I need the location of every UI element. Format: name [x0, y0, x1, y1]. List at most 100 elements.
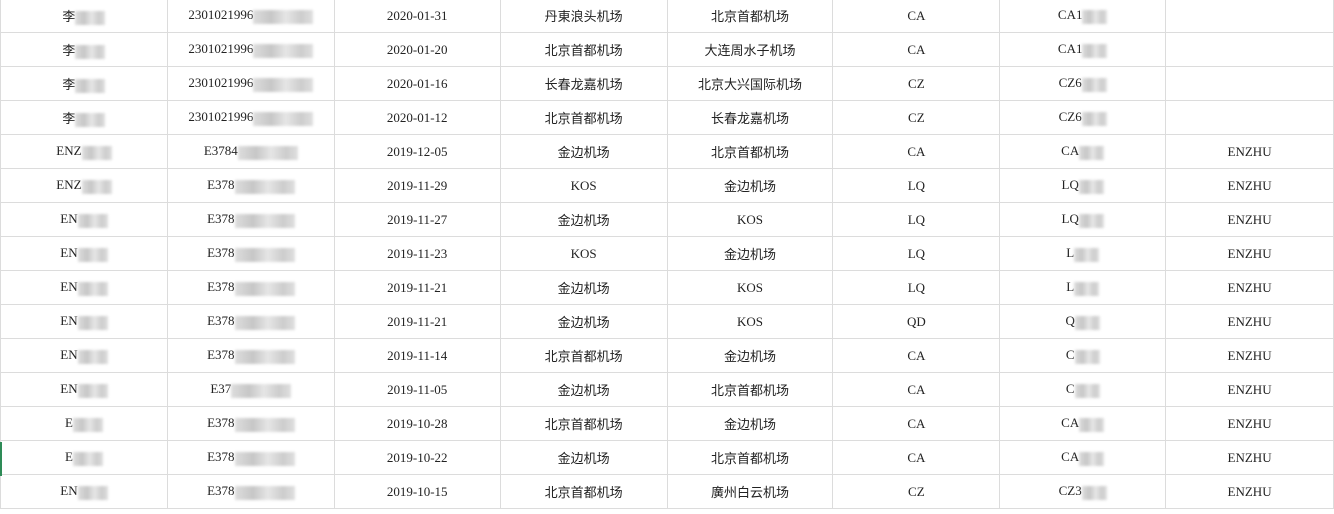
cell-from[interactable]: 金边机场: [499, 372, 668, 407]
cell-airline[interactable]: CA: [832, 134, 1001, 169]
cell-date[interactable]: 2019-10-22: [333, 440, 501, 475]
cell-passenger[interactable]: [1165, 32, 1334, 67]
cell-to[interactable]: 廣州白云机场: [666, 474, 834, 509]
cell-date[interactable]: 2019-10-15: [333, 474, 501, 509]
cell-to[interactable]: 北京首都机场: [666, 372, 834, 407]
cell-date[interactable]: 2019-11-14: [333, 338, 501, 373]
cell-to[interactable]: KOS: [666, 202, 834, 237]
cell-from[interactable]: 北京首都机场: [499, 338, 668, 373]
cell-passenger[interactable]: ENZHU: [1165, 372, 1334, 407]
cell-date[interactable]: 2019-10-28: [333, 406, 501, 441]
cell-from[interactable]: 北京首都机场: [499, 100, 668, 135]
cell-flight[interactable]: LQ: [999, 202, 1167, 237]
cell-airline[interactable]: LQ: [832, 168, 1001, 203]
cell-to[interactable]: 北京首都机场: [666, 0, 834, 33]
cell-airline[interactable]: LQ: [832, 202, 1001, 237]
cell-passenger[interactable]: [1165, 100, 1334, 135]
cell-from[interactable]: 长春龙嘉机场: [499, 66, 668, 101]
cell-id[interactable]: E378: [166, 406, 335, 441]
cell-date[interactable]: 2020-01-20: [333, 32, 501, 67]
cell-from[interactable]: 金边机场: [499, 202, 668, 237]
cell-flight[interactable]: CZ6: [999, 100, 1167, 135]
cell-date[interactable]: 2020-01-31: [333, 0, 501, 33]
cell-airline[interactable]: CA: [832, 440, 1001, 475]
cell-name[interactable]: 李: [0, 32, 168, 67]
cell-flight[interactable]: CA1: [999, 32, 1167, 67]
cell-to[interactable]: 北京大兴国际机场: [666, 66, 834, 101]
cell-passenger[interactable]: ENZHU: [1165, 406, 1334, 441]
cell-name[interactable]: ENZ: [0, 134, 168, 169]
cell-from[interactable]: 金边机场: [499, 270, 668, 305]
cell-from[interactable]: 金边机场: [499, 134, 668, 169]
cell-airline[interactable]: LQ: [832, 236, 1001, 271]
cell-passenger[interactable]: ENZHU: [1165, 202, 1334, 237]
cell-name[interactable]: ENZ: [0, 168, 168, 203]
cell-name[interactable]: 李: [0, 0, 168, 33]
cell-from[interactable]: 北京首都机场: [499, 32, 668, 67]
cell-name[interactable]: EN: [0, 304, 168, 339]
cell-flight[interactable]: C: [999, 372, 1167, 407]
cell-id[interactable]: E37: [166, 372, 335, 407]
cell-id[interactable]: E3784: [166, 134, 335, 169]
cell-passenger[interactable]: [1165, 0, 1334, 33]
cell-airline[interactable]: CA: [832, 406, 1001, 441]
cell-name[interactable]: EN: [0, 270, 168, 305]
cell-name[interactable]: 李: [0, 100, 168, 135]
cell-flight[interactable]: L: [999, 236, 1167, 271]
cell-airline[interactable]: CZ: [832, 66, 1001, 101]
cell-passenger[interactable]: [1165, 66, 1334, 101]
cell-to[interactable]: 长春龙嘉机场: [666, 100, 834, 135]
cell-flight[interactable]: CZ3: [999, 474, 1167, 509]
cell-id[interactable]: E378: [166, 270, 335, 305]
cell-from[interactable]: KOS: [499, 236, 668, 271]
cell-airline[interactable]: CA: [832, 372, 1001, 407]
cell-date[interactable]: 2020-01-16: [333, 66, 501, 101]
cell-id[interactable]: 2301021996: [166, 100, 335, 135]
cell-flight[interactable]: CA: [999, 406, 1167, 441]
cell-id[interactable]: E378: [166, 202, 335, 237]
cell-id[interactable]: 2301021996: [166, 0, 335, 33]
cell-id[interactable]: E378: [166, 474, 335, 509]
cell-to[interactable]: 北京首都机场: [666, 134, 834, 169]
cell-flight[interactable]: C: [999, 338, 1167, 373]
cell-date[interactable]: 2019-11-27: [333, 202, 501, 237]
cell-id[interactable]: E378: [166, 304, 335, 339]
cell-id[interactable]: 2301021996: [166, 32, 335, 67]
cell-flight[interactable]: CA1: [999, 0, 1167, 33]
cell-airline[interactable]: LQ: [832, 270, 1001, 305]
cell-from[interactable]: KOS: [499, 168, 668, 203]
cell-from[interactable]: 北京首都机场: [499, 474, 668, 509]
cell-flight[interactable]: Q: [999, 304, 1167, 339]
cell-id[interactable]: E378: [166, 440, 335, 475]
cell-to[interactable]: 北京首都机场: [666, 440, 834, 475]
cell-date[interactable]: 2019-11-21: [333, 304, 501, 339]
cell-airline[interactable]: CA: [832, 338, 1001, 373]
cell-name[interactable]: E: [0, 406, 168, 441]
cell-flight[interactable]: L: [999, 270, 1167, 305]
cell-date[interactable]: 2019-11-21: [333, 270, 501, 305]
cell-passenger[interactable]: ENZHU: [1165, 236, 1334, 271]
cell-name[interactable]: EN: [0, 338, 168, 373]
cell-passenger[interactable]: ENZHU: [1165, 134, 1334, 169]
cell-id[interactable]: 2301021996: [166, 66, 335, 101]
cell-from[interactable]: 金边机场: [499, 440, 668, 475]
cell-flight[interactable]: LQ: [999, 168, 1167, 203]
cell-passenger[interactable]: ENZHU: [1165, 440, 1334, 475]
cell-airline[interactable]: CA: [832, 0, 1001, 33]
cell-date[interactable]: 2019-11-29: [333, 168, 501, 203]
cell-airline[interactable]: QD: [832, 304, 1001, 339]
cell-date[interactable]: 2020-01-12: [333, 100, 501, 135]
cell-flight[interactable]: CA: [999, 440, 1167, 475]
cell-date[interactable]: 2019-12-05: [333, 134, 501, 169]
cell-id[interactable]: E378: [166, 236, 335, 271]
cell-flight[interactable]: CZ6: [999, 66, 1167, 101]
cell-airline[interactable]: CZ: [832, 474, 1001, 509]
cell-airline[interactable]: CA: [832, 32, 1001, 67]
cell-to[interactable]: 大连周水子机场: [666, 32, 834, 67]
cell-to[interactable]: KOS: [666, 270, 834, 305]
cell-id[interactable]: E378: [166, 168, 335, 203]
cell-name[interactable]: E: [0, 440, 168, 475]
cell-from[interactable]: 金边机场: [499, 304, 668, 339]
cell-airline[interactable]: CZ: [832, 100, 1001, 135]
cell-passenger[interactable]: ENZHU: [1165, 304, 1334, 339]
